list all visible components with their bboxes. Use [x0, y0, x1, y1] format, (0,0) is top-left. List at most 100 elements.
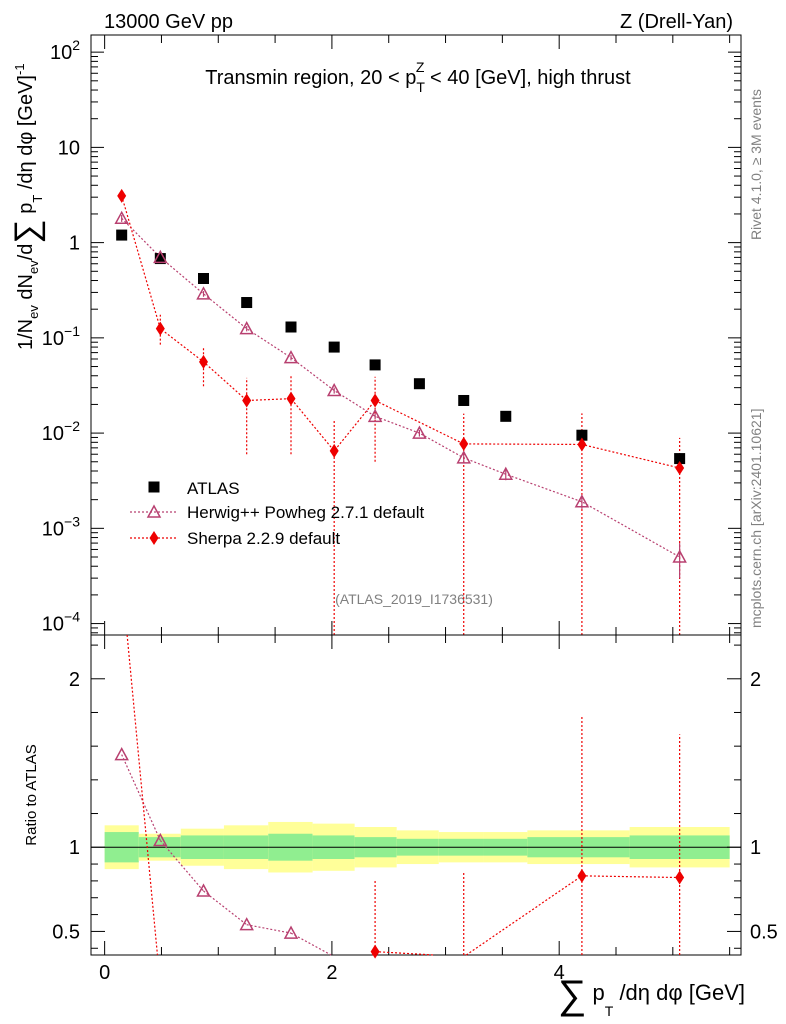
y-tick-label-base: 10	[50, 42, 72, 64]
sherpa-ratio-point	[370, 944, 380, 959]
sherpa-point	[577, 437, 587, 452]
y-tick-label-base: 10	[42, 614, 64, 636]
sherpa-point	[286, 391, 296, 406]
ratio-series	[114, 634, 685, 959]
x-axis-label: ∑ pT /dη dφ [GeV]	[558, 973, 745, 1019]
atlas-point	[285, 321, 297, 333]
herwig-point	[196, 286, 211, 300]
herwig-point	[239, 321, 254, 335]
chart-title-post: < 40 [GeV], high thrust	[424, 67, 631, 89]
herwig-ratio-point	[283, 925, 299, 939]
y-tick-label-exp: −4	[64, 609, 80, 625]
y-tick-label-exp: 2	[72, 37, 80, 53]
legend-marker-atlas	[148, 481, 160, 493]
sherpa-ratio-line	[375, 951, 435, 956]
ylabel-part-c: /d	[15, 244, 37, 261]
main-series	[114, 188, 687, 635]
herwig-point	[456, 450, 471, 464]
y-tick-label-base: 10	[58, 137, 80, 159]
herwig-point	[412, 425, 427, 439]
herwig-point	[574, 494, 590, 508]
y-tick-label-base: 1	[69, 233, 80, 255]
legend-label-herwig: Herwig++ Powheg 2.7.1 default	[187, 503, 424, 522]
x-tick-label: 0	[99, 962, 110, 984]
x-tick-label: 4	[554, 962, 565, 984]
y-tick-label-main: 10	[58, 137, 80, 159]
atlas-point	[369, 359, 381, 371]
y-tick-label-ratio-right: 2	[750, 669, 761, 691]
y-tick-label-base: 10	[42, 328, 64, 350]
xlabel-rest: /dη dφ [GeV]	[613, 980, 745, 1005]
ylabel-sum-symbol: ∑	[8, 219, 46, 243]
legend-label-atlas: ATLAS	[187, 479, 240, 498]
y-tick-label-main: 10−3	[42, 513, 80, 540]
chart-title-sub: T	[416, 79, 425, 95]
sherpa-ratio-line	[126, 634, 159, 956]
legend: ATLAS Herwig++ Powheg 2.7.1 default Sher…	[130, 479, 424, 548]
ylabel-part-b: dN	[15, 274, 37, 305]
legend-marker-herwig	[146, 504, 162, 518]
atlas-point	[154, 253, 166, 265]
xlabel-sum-symbol: ∑	[558, 973, 587, 1017]
sherpa-point	[117, 188, 127, 203]
sherpa-ratio-point	[577, 868, 587, 883]
herwig-ratio-point	[196, 883, 211, 897]
herwig-ratio-line	[290, 932, 332, 956]
ylabel-part-d-sub: T	[30, 195, 45, 203]
mcplots-label: mcplots.cern.ch [arXiv:2401.10621]	[748, 409, 764, 628]
ylabel-part-e-sup: -1	[12, 63, 27, 75]
x-tick-label: 2	[326, 962, 337, 984]
ratio-band	[91, 821, 741, 873]
y-tick-label-main: 10−1	[42, 323, 80, 350]
analysis-id: (ATLAS_2019_I1736531)	[335, 591, 493, 607]
xlabel-p: p	[586, 980, 604, 1005]
ylabel-part-a: 1/N	[15, 319, 37, 350]
chart-title-sup: Z	[416, 59, 425, 75]
y-tick-label-ratio: 1	[69, 837, 80, 859]
ylabel-part-d: p	[15, 203, 37, 220]
herwig-point	[283, 350, 299, 364]
herwig-point	[114, 210, 129, 225]
herwig-ratio-point	[239, 917, 254, 931]
ylabel-part-b-sub: ev	[26, 260, 41, 274]
y-tick-label-exp: −1	[64, 323, 80, 339]
ylabel-part-a-sub: ev	[26, 305, 41, 319]
y-tick-label-main: 10−2	[42, 418, 80, 445]
herwig-point	[498, 466, 514, 480]
chart-title-pre: Transmin region, 20 < p	[205, 67, 416, 89]
herwig-ratio-line	[203, 890, 248, 926]
y-tick-label-main: 102	[50, 37, 80, 64]
header-right: Z (Drell-Yan)	[620, 11, 733, 33]
atlas-point	[576, 429, 588, 441]
y-tick-label-ratio: 0.5	[52, 921, 80, 943]
herwig-point	[326, 382, 342, 397]
chart-title: Transmin region, 20 < pTZ < 40 [GeV], hi…	[205, 59, 631, 95]
legend-label-sherpa: Sherpa 2.2.9 default	[187, 529, 340, 548]
sherpa-ratio-point	[675, 870, 685, 885]
y-tick-label-main: 1	[69, 233, 80, 255]
sherpa-point	[242, 393, 252, 408]
ratio-axes: 0 2 4 0.5 0.5 1 1 2 2	[52, 635, 778, 984]
header-left: 13000 GeV pp	[104, 11, 233, 33]
sherpa-point	[370, 393, 380, 408]
atlas-point	[458, 394, 470, 406]
atlas-point	[674, 453, 686, 465]
atlas-point	[500, 410, 512, 422]
sherpa-line	[121, 195, 680, 469]
y-tick-label-exp: −2	[64, 418, 80, 434]
y-axis-label-ratio: Ratio to ATLAS	[23, 744, 40, 845]
atlas-point	[328, 341, 340, 353]
ylabel-part-e: /dη dφ [GeV]	[15, 75, 37, 195]
ratio-plot-frame	[90, 634, 742, 956]
rivet-label: Rivet 4.1.0, ≥ 3M events	[748, 89, 764, 240]
y-tick-label-ratio: 2	[69, 669, 80, 691]
legend-marker-sherpa	[149, 531, 159, 545]
herwig-point	[153, 249, 168, 264]
sherpa-point	[199, 354, 208, 369]
atlas-point	[198, 273, 209, 285]
herwig-ratio-point	[114, 747, 129, 761]
sherpa-point	[675, 461, 685, 476]
y-tick-label-ratio-right: 0.5	[750, 921, 778, 943]
